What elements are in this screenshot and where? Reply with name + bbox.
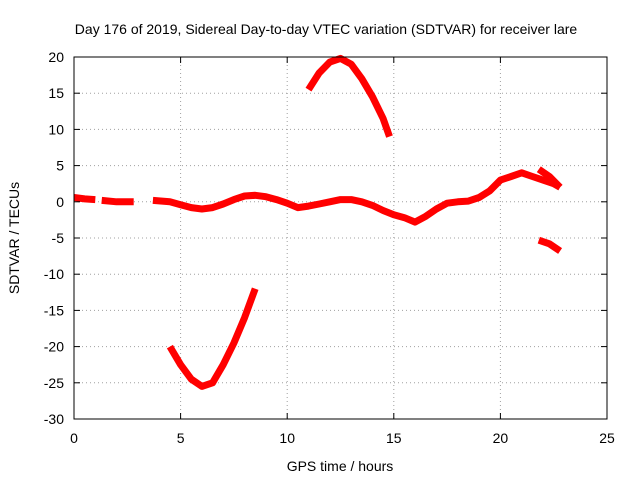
y-tick-label: -30 bbox=[44, 411, 64, 427]
x-tick-label: 10 bbox=[279, 430, 295, 446]
x-tick-label: 5 bbox=[177, 430, 185, 446]
x-axis-label: GPS time / hours bbox=[287, 458, 394, 474]
y-tick-label: -20 bbox=[44, 339, 64, 355]
series-arc-2 bbox=[101, 196, 134, 206]
series-arc-6 bbox=[536, 166, 563, 190]
y-tick-label: 10 bbox=[48, 121, 64, 137]
y-tick-label: -15 bbox=[44, 302, 64, 318]
x-tick-label: 0 bbox=[70, 430, 78, 446]
y-tick-label: -25 bbox=[44, 375, 64, 391]
y-tick-label: 5 bbox=[56, 158, 64, 174]
plot-frame bbox=[73, 56, 608, 420]
x-tick-label: 15 bbox=[386, 430, 402, 446]
y-tick-label: -5 bbox=[52, 230, 65, 246]
y-tick-label: 15 bbox=[48, 85, 64, 101]
series-arc-3 bbox=[152, 169, 562, 226]
chart-title: Day 176 of 2019, Sidereal Day-to-day VTE… bbox=[75, 21, 578, 37]
series-arc-7 bbox=[537, 236, 563, 254]
axis-ticks: 0 5 10 15 20 25 -30 -25 -20 -15 -10 -5 0 5 10 15 20 bbox=[44, 49, 615, 446]
x-tick-label: 20 bbox=[493, 430, 509, 446]
y-axis-label: SDTVAR / TECUs bbox=[6, 182, 22, 294]
x-tick-label: 25 bbox=[599, 430, 615, 446]
series-arc-1 bbox=[73, 194, 96, 204]
series-arc-5 bbox=[305, 54, 393, 138]
y-tick-label: 0 bbox=[56, 194, 64, 210]
grid-lines bbox=[74, 57, 607, 419]
y-tick-label: -10 bbox=[44, 266, 64, 282]
data-series bbox=[73, 54, 563, 390]
y-tick-label: 20 bbox=[48, 49, 64, 65]
series-arc-4 bbox=[166, 287, 259, 390]
